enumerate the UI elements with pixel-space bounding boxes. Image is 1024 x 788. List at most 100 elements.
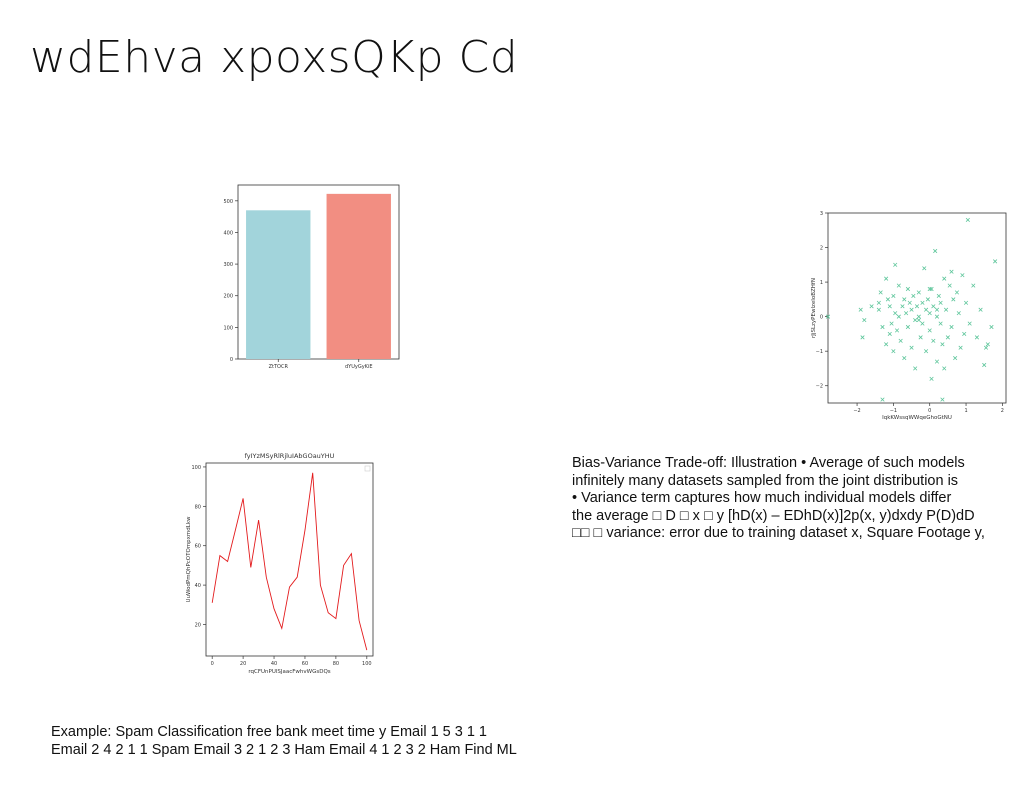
marker-stroke [911,293,916,298]
x-tick-label: 1 [964,408,967,414]
x-tick-label: 60 [302,661,308,667]
x-tick-label: 100 [362,661,372,667]
marker-stroke [936,293,941,298]
data-point [927,286,932,292]
marker-stroke [949,269,954,274]
data-point [891,349,896,354]
data-point [985,342,990,347]
marker-stroke [993,259,998,264]
data-point [929,286,934,292]
marker-stroke [927,328,932,333]
marker-stroke [913,318,918,323]
y-tick-label: 100 [191,465,201,471]
marker-stroke [880,397,885,402]
data-point [989,324,994,330]
data-point [860,335,865,340]
y-tick-label: 200 [223,294,233,300]
marker-stroke [916,290,921,295]
data-point [893,311,898,316]
marker-stroke [869,304,874,309]
bar-chart: 0 100 200 300 400 500 ZtTOCR dYUyGyKiE [223,184,400,370]
data-point [900,304,905,309]
data-point [887,304,892,309]
data-point [889,321,894,326]
marker-stroke [889,321,894,326]
data-point [934,307,940,312]
bar [326,193,391,359]
marker-stroke [925,297,930,302]
data-point [884,276,889,281]
data-point [934,314,940,319]
marker-stroke [905,324,911,330]
marker-stroke [923,349,929,354]
data-point [974,335,980,340]
marker-stroke [916,314,921,319]
marker-stroke [893,262,898,267]
marker-stroke [934,359,940,364]
data-point [916,290,921,295]
marker-stroke [938,321,943,326]
marker-stroke [896,314,901,319]
y-axis-label: UuWodPmQhPcOTOmpxmdLkw [186,516,192,603]
marker-stroke [989,324,994,330]
y-tick-label: 0 [820,315,823,321]
plot-frame [205,462,374,657]
marker-stroke [953,356,958,361]
marker-stroke [978,307,983,312]
x-axis-label: IqkKWssqWWqeGhoGtNU [882,415,952,421]
y-tick-label: 500 [223,199,233,205]
data-point [916,318,921,323]
marker-stroke [947,283,952,288]
y-tick-label: −1 [816,349,823,355]
marker-stroke [891,349,896,354]
marker-stroke [982,362,987,368]
marker-stroke [927,286,932,292]
data-point [978,307,983,312]
marker-stroke [942,276,947,281]
marker-stroke [914,304,920,309]
x-tick-label: 40 [271,661,277,667]
y-tick-label: 300 [223,262,233,268]
marker-stroke [905,286,911,292]
example-line: Example: Spam Classification free bank m… [51,724,487,740]
marker-stroke [929,376,934,381]
marker-stroke [887,331,892,336]
data-point [958,345,963,350]
marker-stroke [927,311,932,316]
data-point [940,342,945,347]
plot-frame [827,212,1007,404]
scatter-chart: −2 −1 0 1 2 3 −2 −1 0 1 2 IqkKWssqWWqeGhoGtNU rJjSLz… [811,211,1007,421]
data-point [962,331,967,336]
data-point [876,300,881,305]
marker-stroke [907,300,912,305]
data-point [916,314,921,319]
marker-stroke [971,283,976,288]
marker-stroke [885,297,891,302]
bar [246,210,311,359]
data-point [956,311,961,316]
data-point [938,300,943,305]
marker-stroke [876,300,881,305]
data-point [938,321,943,326]
data-point [913,318,918,323]
y-tick-label: 3 [820,211,823,217]
data-point [927,328,932,333]
marker-stroke [951,297,956,302]
marker-stroke [920,321,925,326]
data-point [923,349,929,354]
marker-stroke [949,324,954,330]
marker-stroke [893,311,898,316]
data-point [936,293,941,298]
data-point [862,318,867,323]
marker-stroke [931,338,936,343]
data-point [905,286,911,292]
x-tick-label: 20 [240,661,246,667]
bias-variance-text: Bias-Variance Trade-off: Illustration • … [572,455,1024,543]
data-point [993,259,998,264]
data-point [891,293,896,298]
data-point [911,293,916,298]
marker-stroke [943,307,949,312]
marker-stroke [876,307,881,312]
data-point [893,262,898,267]
marker-stroke [923,307,929,312]
